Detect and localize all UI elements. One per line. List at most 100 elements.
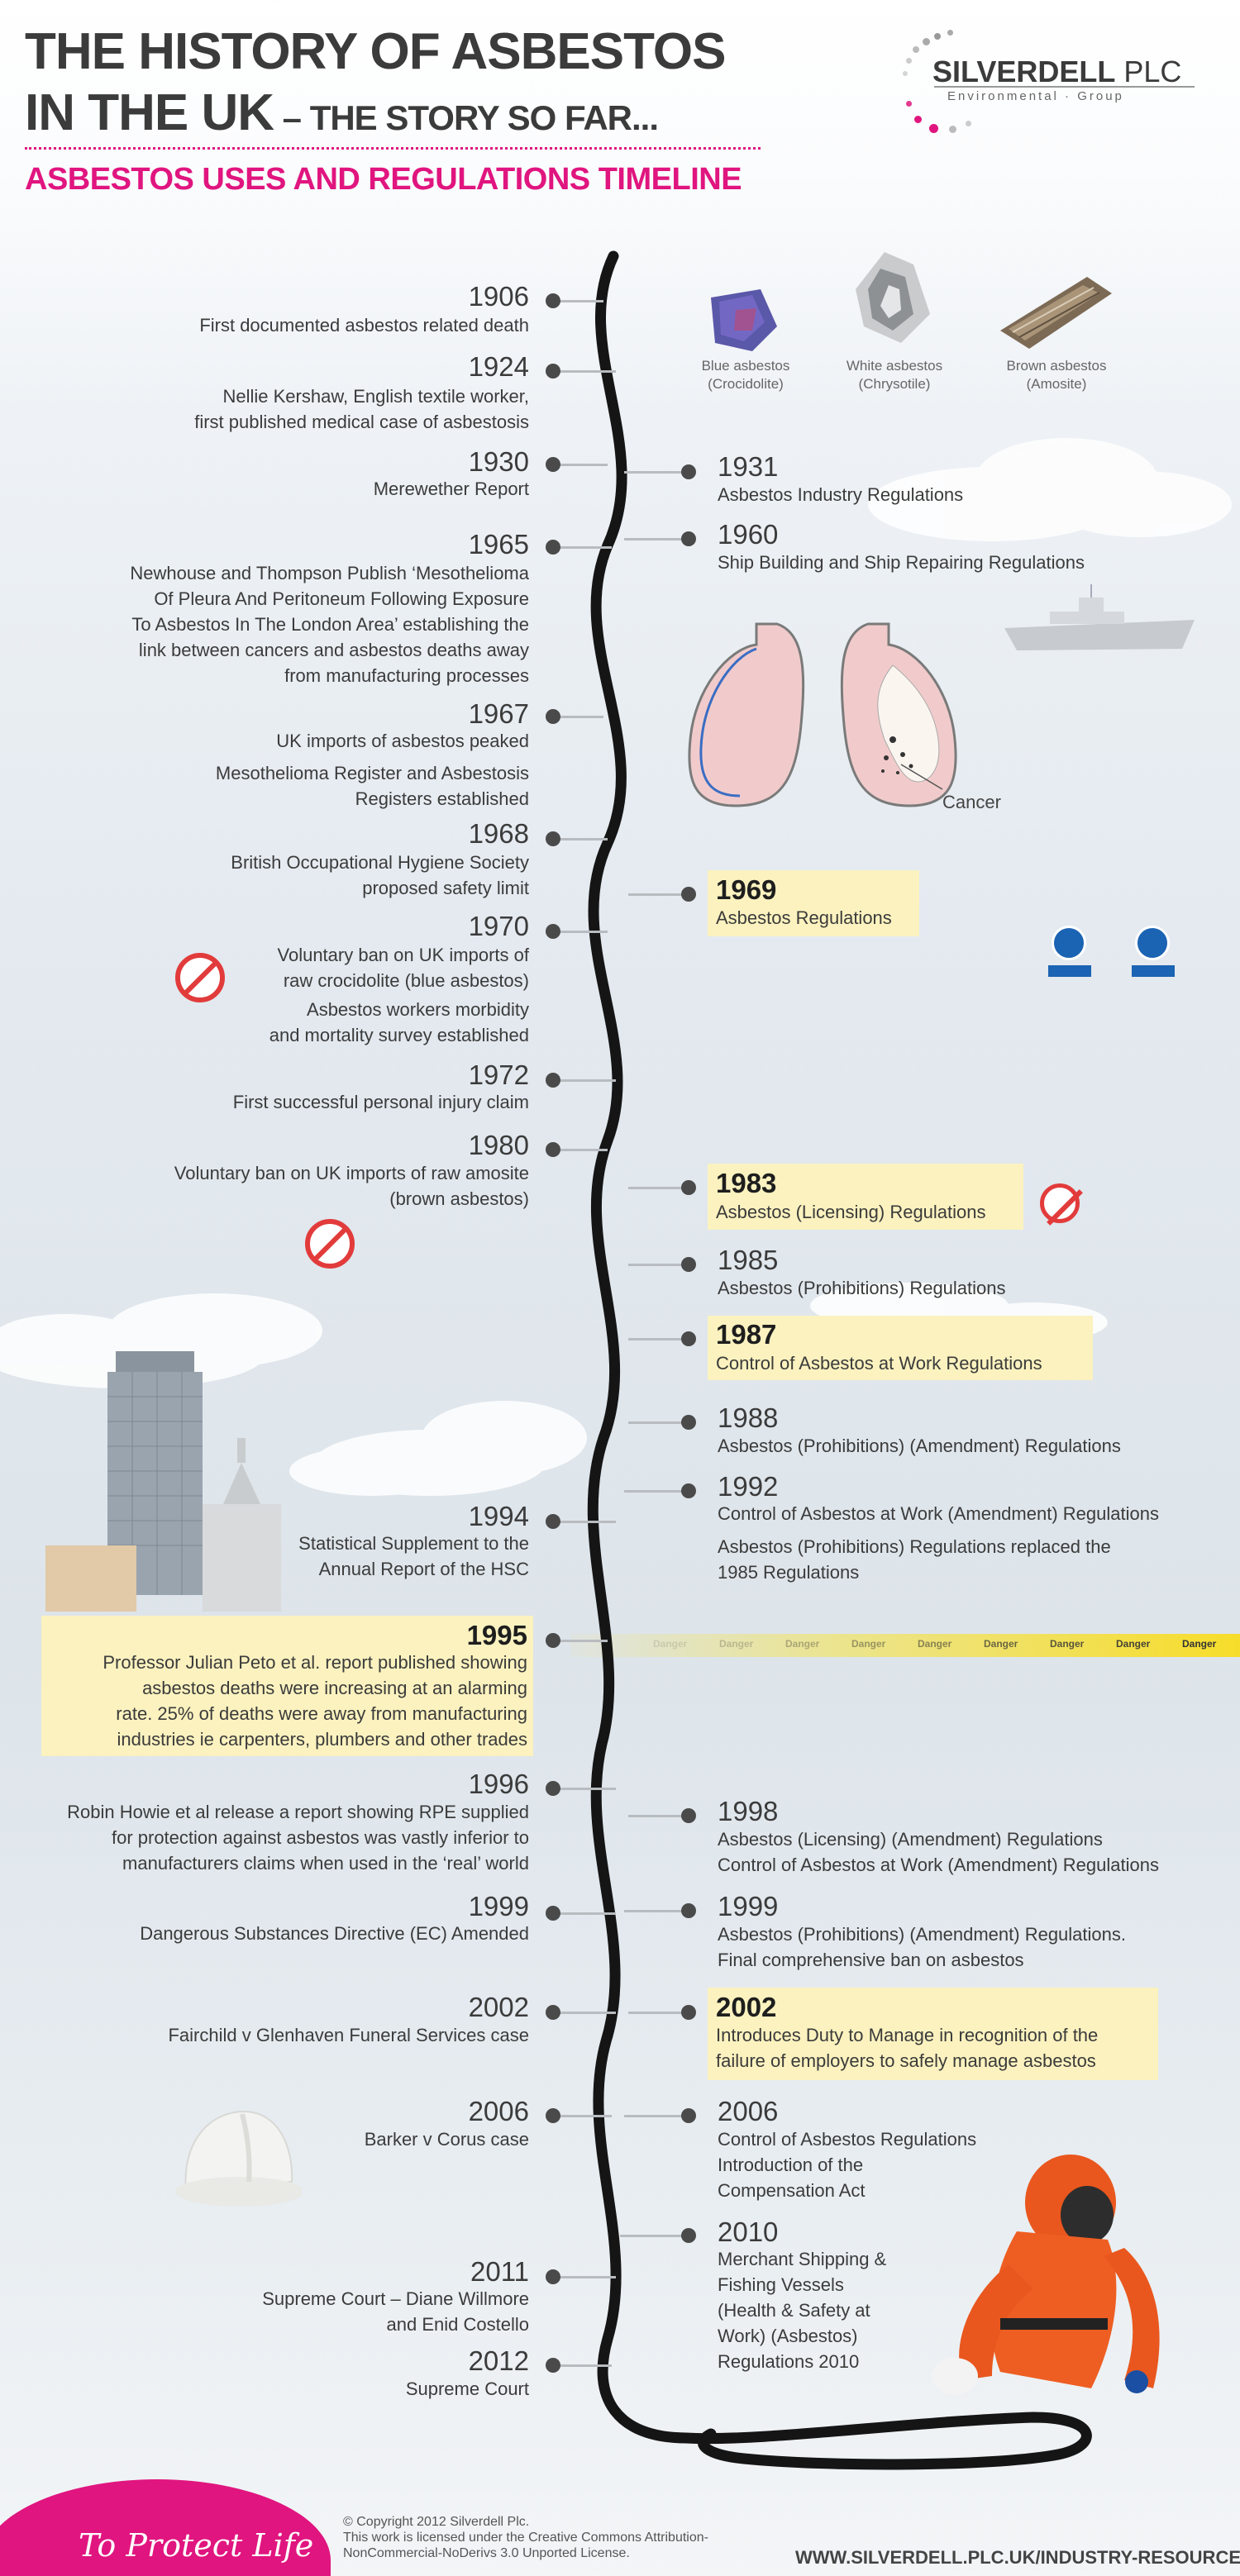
event-desc-line: Asbestos workers morbidity: [307, 999, 529, 1020]
copyright-line: © Copyright 2012 Silverdell Plc.: [343, 2515, 530, 2529]
event-year: 1994: [468, 1501, 529, 1531]
sample-type: (Amosite): [1026, 376, 1087, 392]
event-description: Professor Julian Peto et al. report publ…: [36, 1650, 527, 1752]
timeline-connector: [552, 2364, 612, 2367]
copyright-line: This work is licensed under the Creative…: [343, 2531, 708, 2545]
timeline-dot: [546, 2005, 560, 2020]
danger-tape-label: Danger: [918, 1638, 952, 1650]
event-description: Control of Asbestos Regulations Introduc…: [718, 2126, 1048, 2203]
event-year: 2010: [718, 2217, 779, 2247]
danger-tape-label: Danger: [719, 1638, 754, 1650]
danger-tape: [570, 1634, 1240, 1657]
timeline-connector: [624, 1490, 688, 1493]
danger-tape-label: Danger: [984, 1638, 1018, 1650]
event-desc-line: Professor Julian Peto et al. report publ…: [103, 1652, 527, 1673]
sample-caption-white: White asbestos (Chrysotile): [820, 357, 969, 393]
event-year: 1968: [468, 818, 529, 849]
event-description: Voluntary ban on UK imports of raw crocid…: [66, 942, 530, 993]
event-desc-line: and Enid Costello: [386, 2314, 529, 2335]
event-desc-line: (Health & Safety at: [718, 2300, 870, 2321]
event-description: Asbestos (Prohibitions) Regulations repl…: [718, 1534, 1230, 1585]
event-desc-line: Asbestos (Prohibitions) (Amendment) Regu…: [718, 1436, 1121, 1456]
event-desc-line: (brown asbestos): [389, 1188, 529, 1209]
event-desc-line: Supreme Court: [405, 2378, 529, 2399]
event-desc-line: Newhouse and Thompson Publish ‘Mesotheli…: [130, 563, 529, 583]
event-desc-line: industries ie carpenters, plumbers and o…: [117, 1729, 527, 1750]
event-desc-line: Ship Building and Ship Repairing Regulat…: [718, 552, 1085, 573]
highlight-box-1987: [708, 1316, 1093, 1380]
timeline-dot: [681, 2228, 696, 2243]
timeline-dot: [681, 1483, 696, 1498]
event-desc-line: Introduces Duty to Manage in recognition…: [716, 2025, 1099, 2045]
event-year: 1980: [468, 1130, 529, 1160]
event-desc-line: Final comprehensive ban on asbestos: [718, 1950, 1024, 1970]
copyright-notice: © Copyright 2012 Silverdell Plc. This wo…: [343, 2514, 708, 2561]
timeline-connector: [552, 2012, 616, 2014]
blue-asbestos-sample-icon: [711, 289, 777, 351]
event-desc-line: Barker v Corus case: [364, 2129, 529, 2150]
event-desc-line: Asbestos (Prohibitions) (Amendment) Regu…: [718, 1924, 1127, 1945]
slogan-text: To Protect Life: [79, 2527, 314, 2564]
danger-tape-label: Danger: [851, 1638, 886, 1650]
timeline-dot: [681, 1415, 696, 1430]
timeline-connector: [628, 1815, 688, 1817]
timeline-dot: [546, 457, 560, 472]
event-desc-line: Control of Asbestos at Work (Amendment) …: [718, 1855, 1159, 1875]
event-year: 1931: [718, 451, 779, 482]
white-asbestos-sample-icon: [856, 252, 930, 343]
event-desc-line: manufacturers claims when used in the ‘r…: [122, 1853, 529, 1874]
event-desc-line: Annual Report of the HSC: [318, 1559, 529, 1579]
event-year: 1985: [718, 1245, 779, 1275]
timeline-dot: [546, 924, 560, 939]
event-desc-line: First successful personal injury claim: [232, 1092, 529, 1112]
timeline-dot: [546, 293, 560, 308]
website-link[interactable]: WWW.SILVERDELL.PLC.UK/INDUSTRY-RESOURCES: [795, 2547, 1240, 2568]
event-desc-line: Asbestos (Licensing) (Amendment) Regulat…: [718, 1829, 1103, 1850]
event-description: Mesothelioma Register and Asbestosis Regi…: [17, 760, 529, 812]
timeline-connector: [628, 1338, 688, 1340]
event-desc-line: Regulations 2010: [718, 2351, 860, 2372]
event-year: 1998: [718, 1796, 779, 1826]
event-description: Nellie Kershaw, English textile worker, f…: [17, 383, 529, 435]
event-description: Asbestos (Prohibitions) (Amendment) Regu…: [718, 1433, 1230, 1459]
event-desc-line: Fishing Vessels: [718, 2274, 844, 2295]
timeline-connector: [552, 1912, 616, 1915]
page-title-line2: IN THE UK – THE STORY SO FAR...: [25, 84, 659, 147]
event-desc-line: 1985 Regulations: [718, 1562, 860, 1583]
event-year: 2006: [468, 2096, 529, 2126]
event-description: Fairchild v Glenhaven Funeral Services c…: [17, 2022, 529, 2048]
event-description: Control of Asbestos at Work (Amendment) …: [718, 1501, 1230, 1526]
timeline-dot: [546, 831, 560, 846]
event-desc-line: for protection against asbestos was vast…: [111, 1827, 529, 1848]
title-divider: [25, 147, 761, 150]
event-desc-line: First documented asbestos related death: [199, 315, 529, 336]
highlight-box-1995: [41, 1616, 533, 1756]
ppe-sign-plate-2: [1132, 965, 1175, 977]
event-desc-line: Statistical Supplement to the: [298, 1533, 529, 1554]
event-description: First successful personal injury claim: [17, 1089, 529, 1115]
timeline-connector: [552, 2276, 616, 2278]
event-year: 2012: [468, 2345, 529, 2376]
sample-caption-brown: Brown asbestos (Amosite): [982, 357, 1131, 393]
event-desc-line: Nellie Kershaw, English textile worker,: [222, 386, 530, 407]
cancerous-lung-icon: [840, 622, 957, 807]
timeline-connector: [552, 1788, 616, 1790]
buildings-icon: [45, 1351, 281, 1612]
event-desc-line: link between cancers and asbestos deaths…: [138, 640, 529, 660]
danger-tape-label: Danger: [1116, 1638, 1151, 1650]
title-line2-suffix: – THE STORY SO FAR...: [274, 98, 659, 137]
event-description: Newhouse and Thompson Publish ‘Mesotheli…: [0, 560, 529, 688]
sample-name: Brown asbestos: [1006, 358, 1107, 374]
event-description: Barker v Corus case: [17, 2126, 529, 2152]
timeline-connector: [624, 538, 688, 540]
event-description: Asbestos (Prohibitions) (Amendment) Regu…: [718, 1921, 1230, 1973]
danger-tape-label: Danger: [1182, 1638, 1217, 1650]
timeline-connector: [624, 2115, 688, 2117]
timeline-connector: [628, 1421, 688, 1424]
event-year: 1967: [468, 698, 529, 729]
event-year: 1999: [718, 1891, 779, 1921]
timeline-dot: [681, 1808, 696, 1823]
timeline-connector: [624, 471, 688, 474]
event-description: Asbestos (Licensing) Regulations: [716, 1199, 1047, 1225]
